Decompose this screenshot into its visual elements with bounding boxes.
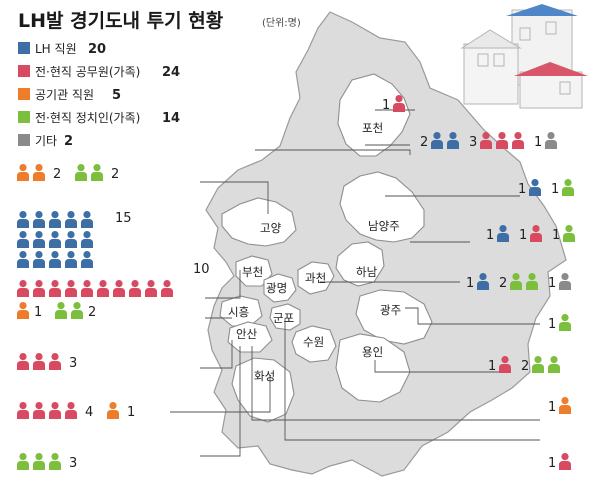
person-icon-left_big_official-0-3 — [65, 280, 77, 297]
region-gwangmyeong[interactable] — [263, 273, 297, 303]
region-gunpo[interactable] — [269, 303, 301, 331]
person-icon-right_row5-1-0 — [510, 273, 522, 290]
person-icon-right_row7-1-0 — [532, 356, 544, 373]
person-icon-left_row_bottom-0-0 — [17, 453, 29, 470]
person-icon-left_big_official-0-4 — [81, 280, 93, 297]
person-icon-left_row1-0-1 — [33, 164, 45, 181]
person-icon-left_big_official-0-5 — [97, 280, 109, 297]
person-icon-left_big_lh-0-12 — [49, 251, 61, 268]
person-icon-left_big_lh-0-10 — [17, 251, 29, 268]
person-icon-left_big_lh-0-1 — [33, 211, 45, 228]
person-icon-left_row1-1-1 — [91, 164, 103, 181]
person-icon-left_big_official-0-0 — [17, 280, 29, 297]
region-goyang[interactable] — [221, 197, 297, 247]
region-yongin[interactable] — [335, 333, 411, 403]
person-icon-left_big_lh-0-0 — [17, 211, 29, 228]
person-icon-left_row_mid-1-1 — [71, 302, 83, 319]
person-icon-right_row2-1-1 — [496, 132, 508, 149]
leader-lines — [170, 109, 540, 457]
region-suwon[interactable] — [291, 325, 337, 363]
person-icon-right_row5-0-0 — [477, 273, 489, 290]
person-icon-left_big_lh-0-4 — [81, 211, 93, 228]
region-pocheon[interactable] — [337, 73, 411, 157]
person-icon-left_row_bottom-0-2 — [49, 453, 61, 470]
person-icon-right_row8-0-0 — [559, 397, 571, 414]
person-icon-right_row2-1-0 — [480, 132, 492, 149]
person-icon-right_row7-0-0 — [499, 356, 511, 373]
person-icon-right_row3-0-0 — [529, 179, 541, 196]
person-icon-left_big_lh-0-5 — [17, 231, 29, 248]
region-gwacheon[interactable] — [297, 261, 335, 295]
person-icon-left_big_lh-0-13 — [65, 251, 77, 268]
buildings-illustration — [460, 4, 588, 109]
person-icon-right_row9-0-0 — [559, 453, 571, 470]
person-icon-left_big_lh-0-3 — [65, 211, 77, 228]
person-icon-right_row6-0-0 — [559, 314, 571, 331]
region-hanam[interactable] — [335, 241, 385, 287]
person-icon-left_big_official-0-7 — [129, 280, 141, 297]
region-ansan[interactable] — [227, 321, 273, 353]
person-icon-left_big_official-0-8 — [145, 280, 157, 297]
person-icon-right_row4-2-0 — [563, 225, 575, 242]
person-icon-left_big_lh-0-9 — [81, 231, 93, 248]
person-icon-pocheon-0-0 — [393, 95, 405, 112]
person-icon-right_row7-1-1 — [548, 356, 560, 373]
person-icon-right_row2-2-0 — [545, 132, 557, 149]
person-icon-left_big_official-0-2 — [49, 280, 61, 297]
person-icon-left_row_siheung-0-0 — [17, 353, 29, 370]
person-icon-right_row5-1-1 — [526, 273, 538, 290]
person-icon-left_big_official-0-6 — [113, 280, 125, 297]
person-icon-left_row1-0-0 — [17, 164, 29, 181]
person-icon-left_row_hwaseong-0-3 — [65, 402, 77, 419]
person-icon-left_big_lh-0-6 — [33, 231, 45, 248]
person-icon-right_row3-1-0 — [562, 179, 574, 196]
person-icon-left_big_lh-0-7 — [49, 231, 61, 248]
person-icon-left_big_lh-0-8 — [65, 231, 77, 248]
region-siheung[interactable] — [219, 295, 263, 327]
person-icon-right_row4-0-0 — [497, 225, 509, 242]
person-icon-left_big_official-0-1 — [33, 280, 45, 297]
person-icon-right_row2-0-1 — [447, 132, 459, 149]
person-icon-right_row2-1-2 — [512, 132, 524, 149]
person-icon-left_row_mid-1-0 — [55, 302, 67, 319]
region-hwaseong[interactable] — [231, 357, 295, 423]
gyeonggi-outline — [205, 11, 567, 477]
person-icon-left_row_mid-0-0 — [17, 302, 29, 319]
region-namyangju[interactable] — [339, 171, 425, 243]
person-icon-left_row_hwaseong-0-0 — [17, 402, 29, 419]
person-icon-left_row1-1-0 — [75, 164, 87, 181]
person-icon-left_row_siheung-0-2 — [49, 353, 61, 370]
person-icon-left_big_lh-0-11 — [33, 251, 45, 268]
person-icon-right_row5-2-0 — [559, 273, 571, 290]
person-icon-left_big_official-0-9 — [161, 280, 173, 297]
person-icon-right_row4-1-0 — [530, 225, 542, 242]
person-icon-left_row_hwaseong-0-1 — [33, 402, 45, 419]
person-icon-left_row_siheung-0-1 — [33, 353, 45, 370]
person-icon-left_row_hwaseong-1-0 — [107, 402, 119, 419]
person-icon-right_row2-0-0 — [431, 132, 443, 149]
person-icon-left_row_hwaseong-0-2 — [49, 402, 61, 419]
person-icon-left_row_bottom-0-1 — [33, 453, 45, 470]
person-icon-left_big_lh-0-2 — [49, 211, 61, 228]
person-icon-left_big_lh-0-14 — [81, 251, 93, 268]
region-gwangju[interactable] — [355, 289, 433, 345]
